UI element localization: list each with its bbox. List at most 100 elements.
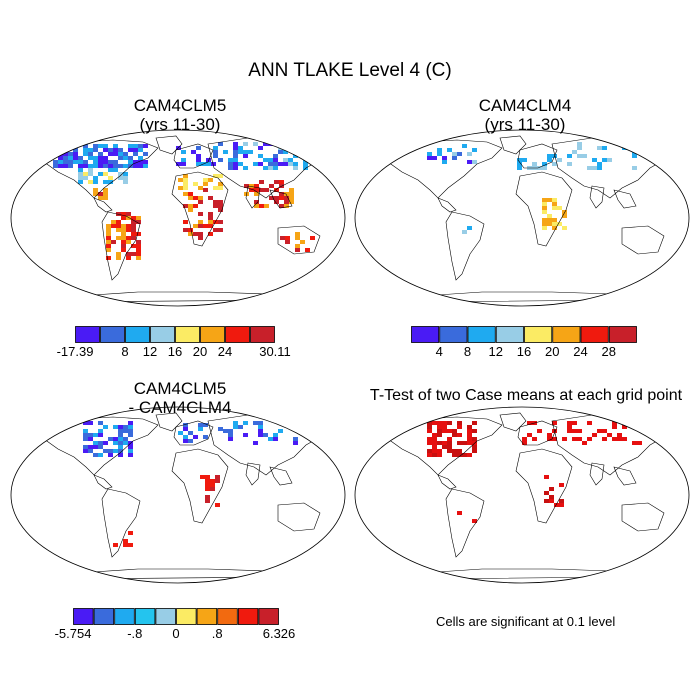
grid-cell — [602, 158, 607, 162]
grid-cell — [198, 427, 203, 431]
grid-cell — [447, 449, 452, 453]
grid-cell — [98, 156, 103, 160]
australia-coastline — [621, 502, 665, 532]
grid-cell — [103, 164, 108, 168]
grid-cell — [248, 150, 253, 154]
grid-cell — [228, 433, 233, 437]
grid-cell — [178, 431, 183, 435]
grid-cell — [88, 152, 93, 156]
grid-cell — [268, 162, 273, 166]
grid-cell — [218, 200, 223, 204]
grid-cell — [288, 162, 293, 166]
grid-cell — [133, 144, 138, 148]
colorbar-box — [608, 326, 637, 343]
grid-cell — [554, 503, 559, 507]
grid-cell — [637, 425, 642, 429]
grid-cell — [557, 222, 562, 226]
grid-cell — [253, 162, 258, 166]
grid-cell — [196, 146, 201, 150]
grid-cell — [203, 178, 208, 182]
grid-cell — [467, 429, 472, 433]
map-2-cells — [427, 142, 642, 234]
grid-cell — [93, 156, 98, 160]
grid-cell — [527, 421, 532, 425]
grid-cell — [98, 144, 103, 148]
colorbar-box — [237, 608, 259, 625]
grid-cell — [597, 162, 602, 166]
grid-cell — [73, 156, 78, 160]
grid-cell — [78, 176, 83, 180]
grid-cell — [432, 445, 437, 449]
grid-cell — [205, 483, 210, 487]
grid-cell — [106, 224, 111, 228]
colorbar-tick-label: 0 — [172, 626, 180, 641]
grid-cell — [542, 222, 547, 226]
grid-cell — [108, 164, 113, 168]
grid-cell — [93, 164, 98, 168]
grid-cell — [203, 224, 208, 228]
grid-cell — [284, 196, 289, 200]
grid-cell — [73, 148, 78, 152]
grid-cell — [78, 156, 83, 160]
grid-cell — [108, 176, 113, 180]
grid-cell — [295, 236, 300, 240]
grid-cell — [93, 188, 98, 192]
colorbar-3-boxes — [73, 608, 279, 625]
grid-cell — [188, 439, 193, 443]
grid-cell — [53, 164, 58, 168]
grid-cell — [121, 216, 126, 220]
grid-cell — [547, 222, 552, 226]
grid-cell — [547, 437, 552, 441]
grid-cell — [273, 162, 278, 166]
grid-cell — [284, 192, 289, 196]
grid-cell — [103, 180, 108, 184]
grid-cell — [437, 425, 442, 429]
grid-cell — [637, 421, 642, 425]
grid-cell — [295, 248, 300, 252]
grid-cell — [138, 144, 143, 148]
grid-cell — [183, 192, 188, 196]
grid-cell — [597, 166, 602, 170]
grid-cell — [203, 423, 208, 427]
grid-cell — [98, 160, 103, 164]
antarctica-coastline — [66, 568, 289, 580]
grid-cell — [213, 204, 218, 208]
grid-cell — [58, 160, 63, 164]
grid-cell — [263, 158, 268, 162]
grid-cell — [427, 152, 432, 156]
southeast-asia-coastline — [269, 189, 293, 209]
grid-cell — [116, 228, 121, 232]
grid-cell — [181, 158, 186, 162]
grid-cell — [198, 236, 203, 240]
grid-cell — [113, 437, 118, 441]
grid-cell — [83, 148, 88, 152]
grid-cell — [111, 224, 116, 228]
grid-cell — [118, 156, 123, 160]
grid-cell — [123, 172, 128, 176]
grid-cell — [128, 160, 133, 164]
grid-cell — [98, 164, 103, 168]
grid-cell — [258, 421, 263, 425]
grid-cell — [587, 166, 592, 170]
grid-cell — [437, 449, 442, 453]
grid-cell — [544, 475, 549, 479]
grid-cell — [83, 449, 88, 453]
grid-cell — [58, 144, 63, 148]
grid-cell — [274, 188, 279, 192]
grid-cell — [143, 152, 148, 156]
grid-cell — [68, 152, 73, 156]
grid-cell — [98, 433, 103, 437]
map-3-cells — [83, 421, 298, 547]
grid-cell — [73, 160, 78, 164]
south-america-coastline — [101, 211, 141, 281]
grid-cell — [427, 453, 432, 457]
grid-cell — [198, 200, 203, 204]
grid-cell — [128, 429, 133, 433]
grid-cell — [218, 228, 223, 232]
north-america-coastline — [387, 139, 503, 199]
grid-cell — [587, 421, 592, 425]
grid-cell — [118, 425, 123, 429]
grid-cell — [572, 429, 577, 433]
grid-cell — [123, 176, 128, 180]
grid-cell — [457, 449, 462, 453]
